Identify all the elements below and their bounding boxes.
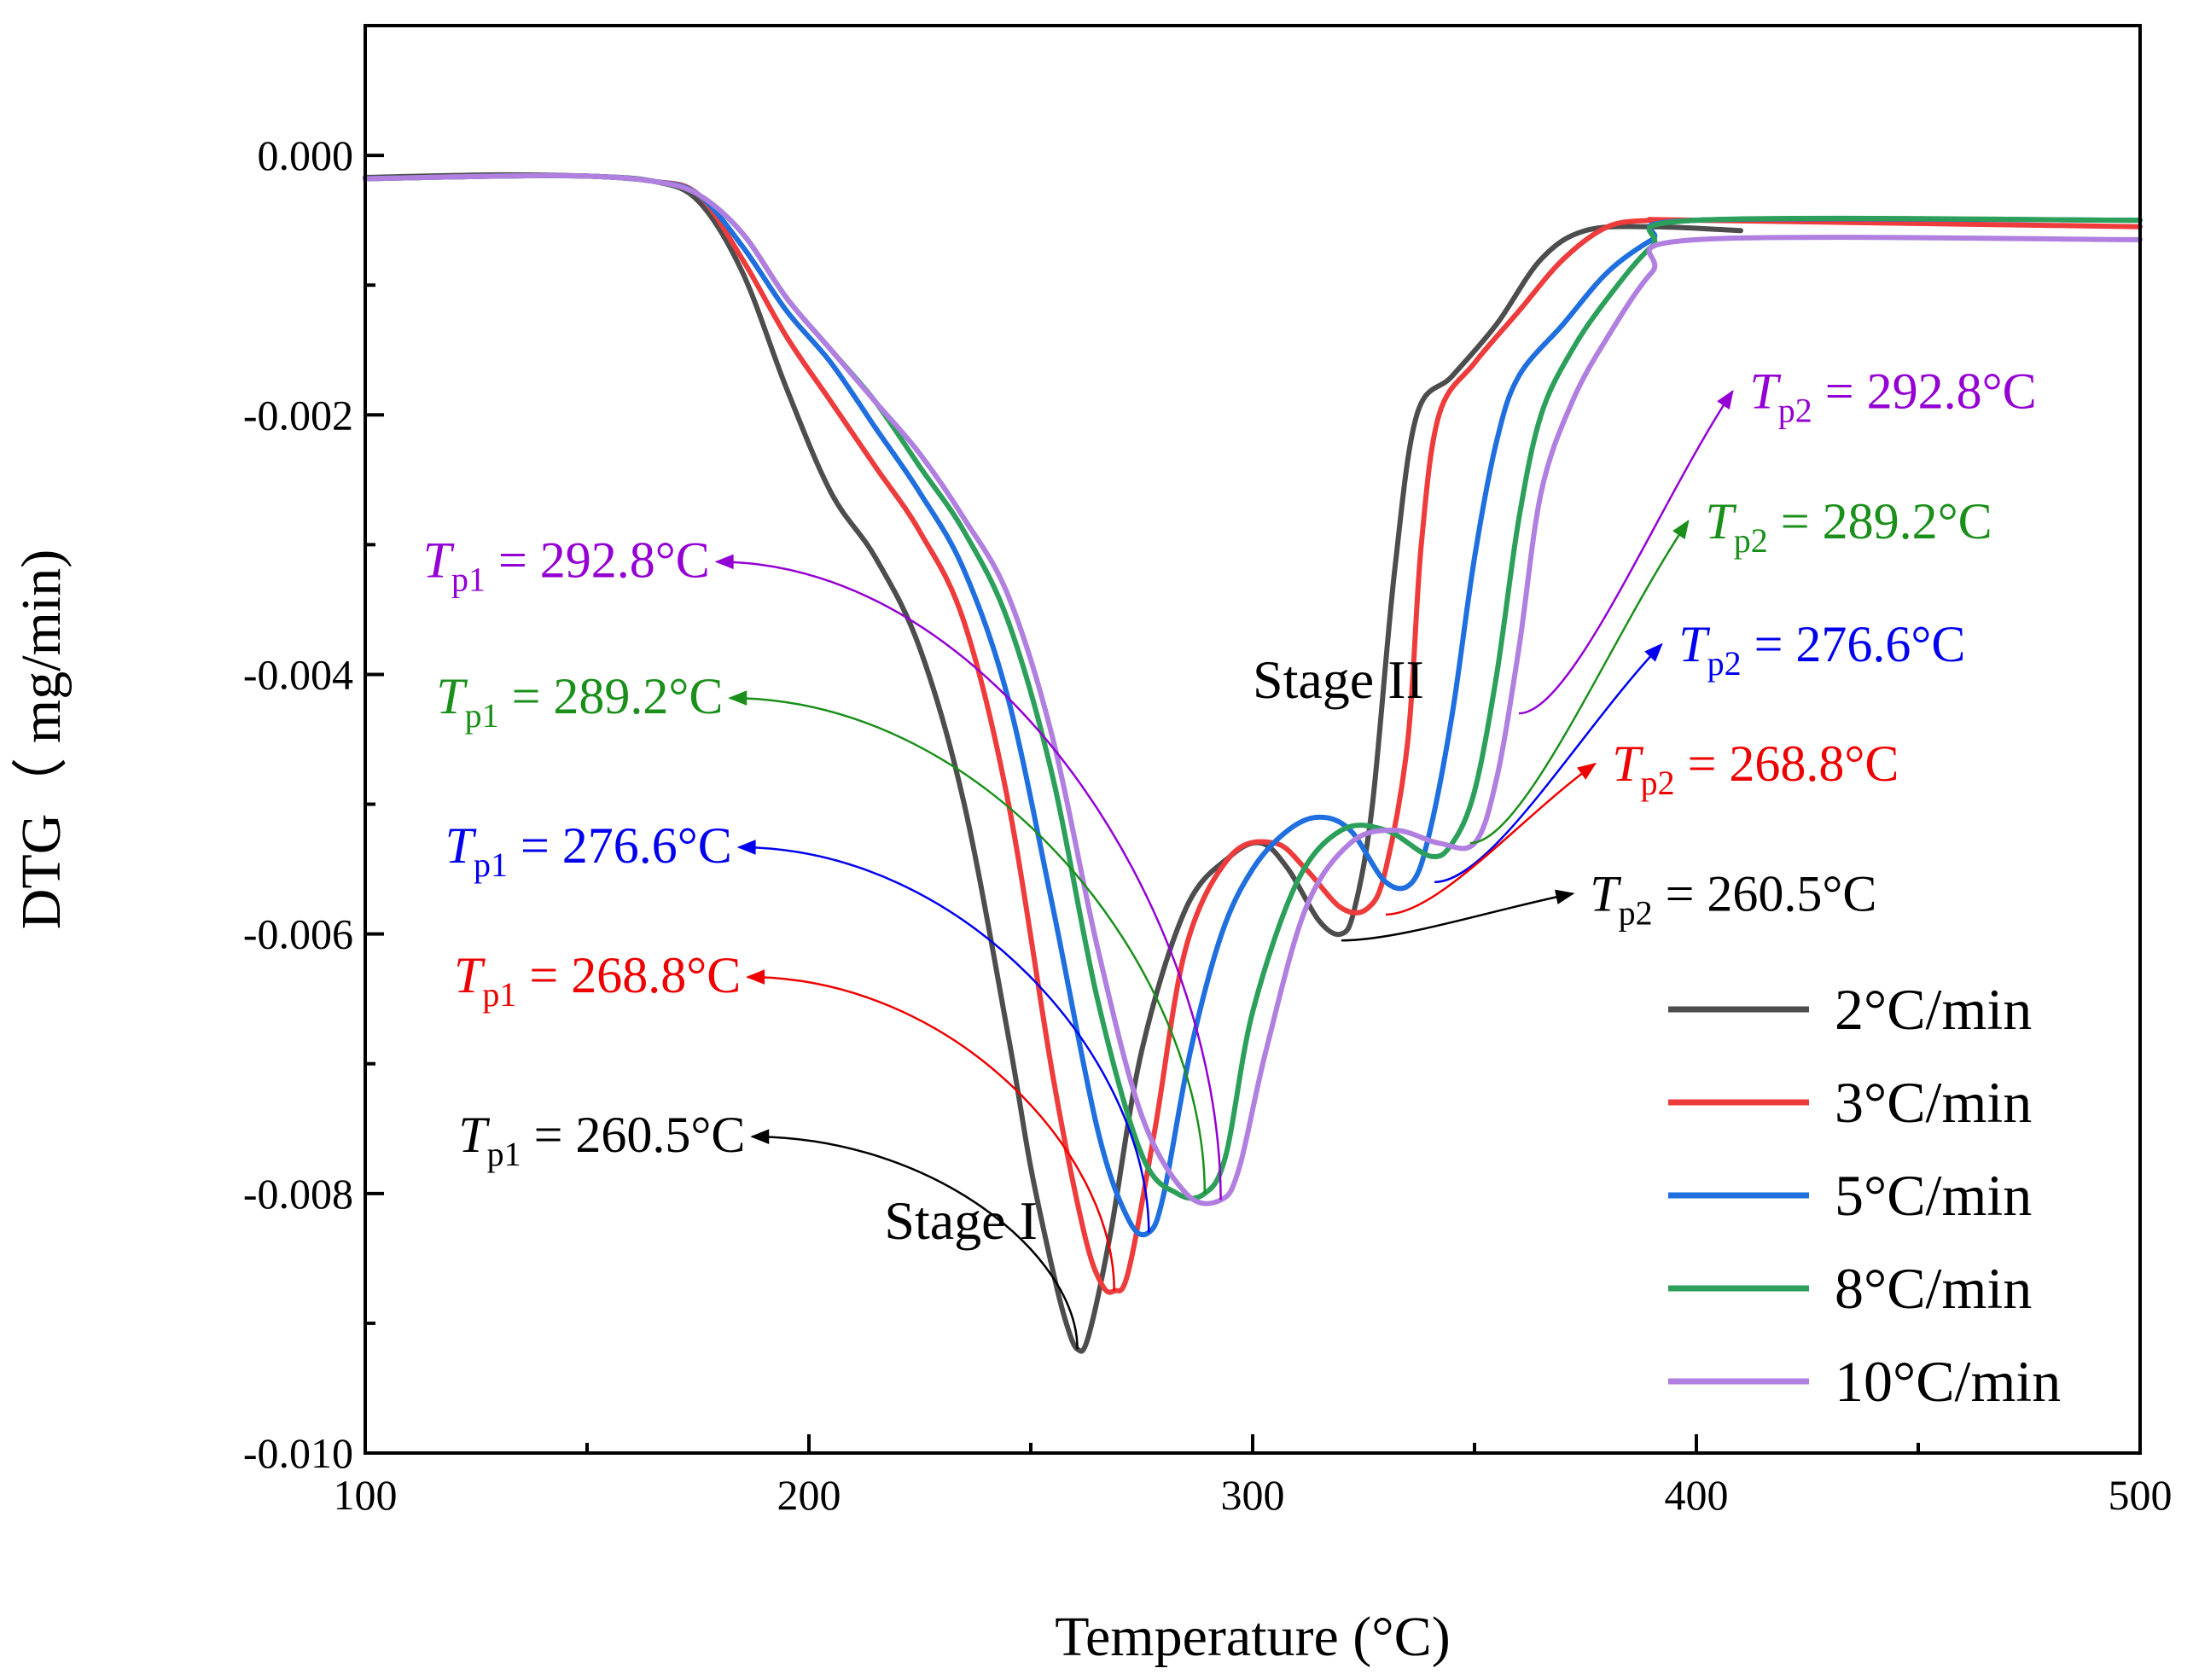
- axis-ticks: [364, 154, 2142, 1455]
- peak-arrow-4: [746, 969, 1116, 1291]
- series-line-3: [363, 172, 2143, 1238]
- y-axis-title: DTG（ mg/min): [10, 549, 73, 929]
- y-tick-label: -0.004: [243, 650, 353, 698]
- peak-arrow-5: [750, 1129, 1079, 1350]
- legend-label-1: 2°C/min: [1835, 977, 2032, 1042]
- y-tick-label: -0.006: [243, 910, 353, 958]
- peak-label-p2-8: Tp2 = 276.6°C: [1678, 616, 1965, 683]
- peak-label-p2-7: Tp2 = 289.2°C: [1705, 493, 1992, 560]
- x-tick-label: 400: [1665, 1471, 1729, 1519]
- legend-label-5: 10°C/min: [1835, 1349, 2061, 1414]
- peak-arrow-7: [1469, 519, 1690, 845]
- legend: 2°C/min 3°C/min 5°C/min 8°C/min 10°C/min: [1668, 977, 2061, 1414]
- peak-arrow-3: [736, 840, 1150, 1233]
- axis-tick-labels: 100 200 300 400 500 0.000 -0.002 -0.004 -0.006 -0…: [243, 131, 2173, 1519]
- peak-label-p1-2: Tp1 = 289.2°C: [436, 668, 723, 735]
- peak-label-p2-10: Tp2 = 260.5°C: [1590, 865, 1876, 932]
- peak-label-p1-4: Tp1 = 268.8°C: [454, 947, 741, 1014]
- x-tick-label: 100: [334, 1471, 398, 1519]
- series-line-2: [363, 172, 2143, 1295]
- peak-annotations: Tp1 = 292.8°C Tp1 = 289.2°C Tp1 = 276.6°C T…: [423, 363, 2037, 1173]
- peak-label-p1-1: Tp1 = 292.8°C: [423, 532, 710, 598]
- peak-arrow-2: [728, 690, 1207, 1194]
- x-axis-title: Temperature (°C): [1055, 1606, 1450, 1668]
- x-tick-label: 200: [777, 1471, 841, 1519]
- y-tick-label: -0.002: [243, 391, 353, 439]
- stage-label-1: Stage I: [884, 1190, 1038, 1251]
- peak-arrow-8: [1434, 642, 1663, 884]
- stage-labels: Stage I Stage II: [884, 649, 1423, 1251]
- y-tick-label: -0.008: [243, 1170, 353, 1218]
- peak-label-p1-3: Tp1 = 276.6°C: [445, 817, 732, 884]
- legend-label-2: 3°C/min: [1835, 1070, 2032, 1135]
- legend-label-3: 5°C/min: [1835, 1163, 2032, 1228]
- stage-label-2: Stage II: [1253, 649, 1424, 710]
- legend-label-4: 8°C/min: [1835, 1256, 2032, 1321]
- peak-arrow-1: [714, 554, 1222, 1200]
- y-tick-label: -0.010: [243, 1429, 353, 1477]
- annotation-arrows: [714, 389, 1734, 1350]
- peak-arrow-6: [1518, 389, 1734, 715]
- x-tick-label: 300: [1221, 1471, 1285, 1519]
- peak-label-p1-5: Tp1 = 260.5°C: [458, 1107, 745, 1173]
- peak-label-p2-9: Tp2 = 268.8°C: [1612, 735, 1899, 802]
- peak-arrow-9: [1385, 762, 1597, 916]
- series-line-1: [363, 171, 1743, 1354]
- y-tick-label: 0.000: [258, 131, 354, 179]
- peak-arrow-10: [1341, 889, 1575, 942]
- x-tick-label: 500: [2109, 1471, 2173, 1519]
- peak-label-p2-6: Tp2 = 292.8°C: [1749, 363, 2036, 430]
